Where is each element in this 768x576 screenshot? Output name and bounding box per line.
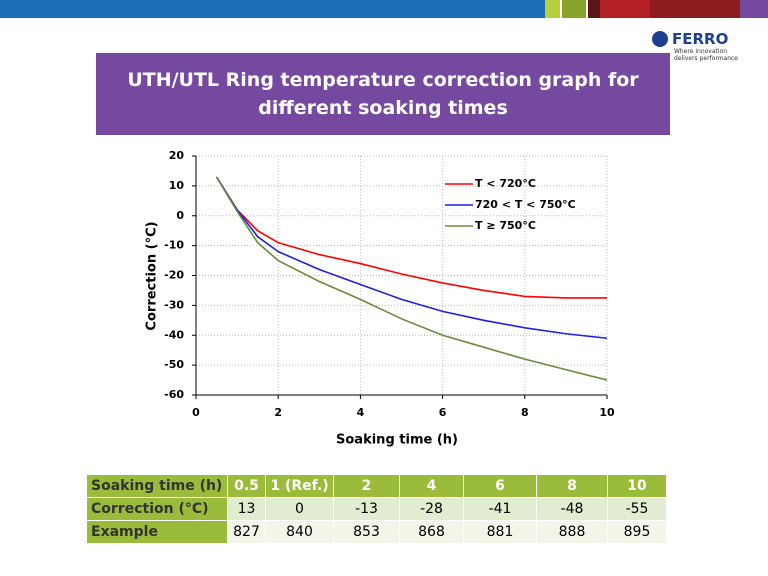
- table-cell: 853: [333, 520, 400, 544]
- table-cell: -48: [536, 497, 608, 521]
- table-row: Example 827 840 853 868 881 888 895: [86, 520, 667, 544]
- table-cell: 895: [607, 520, 667, 544]
- table-cell: -28: [399, 497, 464, 521]
- table-cell: 1 (Ref.): [265, 474, 334, 498]
- logo-name: FERRO: [672, 30, 729, 48]
- table-cell: 10: [607, 474, 667, 498]
- logo-icon: [652, 31, 668, 47]
- series-line: [215, 176, 607, 299]
- table-cell: Correction (°C): [86, 497, 228, 521]
- x-tick-label: 10: [599, 406, 615, 419]
- table-cell: 2: [333, 474, 400, 498]
- data-table: Soaking time (h) 0.5 1 (Ref.) 2 4 6 8 10 Correct…: [86, 474, 667, 544]
- table-cell: -13: [333, 497, 400, 521]
- table-cell: 881: [463, 520, 537, 544]
- x-tick-label: 8: [521, 406, 529, 419]
- table-row: Soaking time (h) 0.5 1 (Ref.) 2 4 6 8 10: [86, 474, 667, 498]
- y-tick-label: -50: [164, 358, 184, 371]
- y-axis-label: Correction (°C): [145, 221, 160, 330]
- table-cell: -41: [463, 497, 537, 521]
- table-cell: 0.5: [227, 474, 266, 498]
- x-tick-label: 2: [274, 406, 282, 419]
- x-tick-label: 0: [192, 406, 200, 419]
- y-tick-label: -20: [164, 269, 184, 282]
- top-bar: [0, 0, 768, 18]
- title-line: different soaking times: [258, 97, 508, 119]
- table-cell: 868: [399, 520, 464, 544]
- logo-tagline: delivers performance: [674, 55, 739, 62]
- table-cell: 8: [536, 474, 608, 498]
- y-tick-label: -10: [164, 239, 184, 252]
- y-tick-label: -30: [164, 298, 184, 311]
- slide-title: UTH/UTL Ring temperature correction grap…: [96, 53, 670, 135]
- table-cell: 888: [536, 520, 608, 544]
- table-cell: -55: [607, 497, 667, 521]
- table-cell: 827: [227, 520, 266, 544]
- table-cell: 0: [265, 497, 334, 521]
- table-cell: 6: [463, 474, 537, 498]
- table-cell: 13: [227, 497, 266, 521]
- table-cell: Soaking time (h): [86, 474, 228, 498]
- x-tick-label: 4: [357, 406, 365, 419]
- table-cell: 4: [399, 474, 464, 498]
- series-line: [215, 176, 608, 381]
- table-cell: 840: [265, 520, 334, 544]
- legend-label: T ≥ 750°C: [475, 219, 536, 232]
- y-tick-label: 0: [176, 209, 184, 222]
- table-cell: Example: [86, 520, 228, 544]
- y-tick-label: 10: [169, 179, 185, 192]
- logo: FERRO Where innovation delivers performa…: [650, 30, 750, 62]
- legend-label: 720 < T < 750°C: [475, 198, 576, 211]
- y-tick-label: 20: [169, 149, 185, 162]
- title-line: UTH/UTL Ring temperature correction grap…: [127, 69, 639, 91]
- y-tick-label: -60: [164, 388, 184, 401]
- series-line: [215, 176, 608, 340]
- y-tick-label: -40: [164, 328, 184, 341]
- logo-tagline: Where innovation: [674, 48, 728, 55]
- chart: Soaking time (h) Correction (°C) -60 -50 -…: [145, 149, 615, 448]
- x-axis-label: Soaking time (h): [336, 433, 458, 448]
- table-row: Correction (°C) 13 0 -13 -28 -41 -48 -55: [86, 497, 667, 521]
- legend-label: T < 720°C: [475, 177, 536, 190]
- x-tick-label: 6: [439, 406, 447, 419]
